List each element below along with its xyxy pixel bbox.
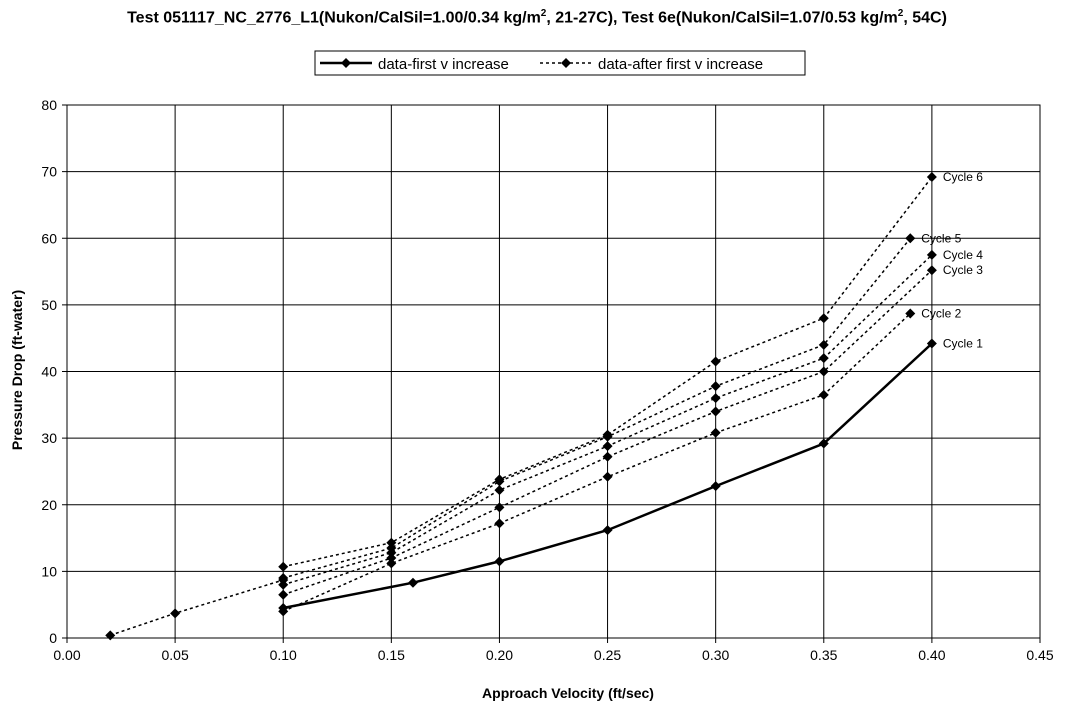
legend-label-first-v: data-first v increase — [378, 56, 509, 73]
cycle-label: Cycle 5 — [921, 231, 961, 245]
x-tick-label: 0.05 — [161, 647, 188, 663]
data-point — [818, 438, 829, 449]
y-tick-label: 70 — [41, 164, 57, 180]
data-point — [926, 249, 937, 260]
x-tick-label: 0.25 — [594, 647, 621, 663]
data-point — [494, 556, 505, 567]
data-point — [905, 308, 916, 319]
x-tick-label: 0.45 — [1026, 647, 1053, 663]
legend: data-first v increase data-after first v… — [314, 50, 806, 76]
data-point — [386, 553, 397, 564]
series-first-v-increase — [278, 338, 937, 614]
y-tick-label: 30 — [41, 430, 57, 446]
data-point — [710, 356, 721, 367]
y-tick-label: 20 — [41, 497, 57, 513]
data-point — [926, 338, 937, 349]
data-point — [818, 389, 829, 400]
x-tick-label: 0.10 — [270, 647, 297, 663]
x-tick-label: 0.20 — [486, 647, 513, 663]
data-point — [494, 474, 505, 485]
x-tick-label: 0.15 — [378, 647, 405, 663]
chart-title: Test 051117_NC_2776_L1(Nukon/CalSil=1.00… — [0, 8, 1074, 27]
data-point — [407, 577, 418, 588]
legend-marker-first-v — [341, 58, 351, 68]
data-point — [905, 233, 916, 244]
x-tick-label: 0.35 — [810, 647, 837, 663]
title-text-2: , 21-27C), Test 6e(Nukon/CalSil=1.07/0.5… — [546, 9, 898, 27]
data-point — [710, 406, 721, 417]
data-point — [494, 502, 505, 513]
series-line-after-first-v — [282, 312, 911, 613]
x-axis-label: Approach Velocity (ft/sec) — [482, 685, 654, 701]
y-tick-label: 0 — [49, 630, 57, 646]
series-layer — [105, 171, 937, 641]
series-line-after-first-v — [283, 237, 911, 579]
data-point — [926, 171, 937, 182]
y-tick-label: 60 — [41, 230, 57, 246]
data-point — [710, 393, 721, 404]
title-text-1: Test 051117_NC_2776_L1(Nukon/CalSil=1.00… — [127, 9, 541, 27]
data-point — [278, 561, 289, 572]
y-tick-label: 10 — [41, 563, 57, 579]
legend-marker-after-first-v — [561, 58, 571, 68]
data-point — [818, 353, 829, 364]
series-after-first-v-cycle-4 — [278, 233, 916, 584]
y-tick-label: 50 — [41, 297, 57, 313]
data-point — [710, 481, 721, 492]
grid — [67, 105, 1040, 638]
series-after-first-v-cycle-1 — [278, 308, 916, 617]
data-point — [170, 608, 181, 619]
data-point — [494, 518, 505, 529]
title-text-3: , 54C) — [903, 9, 947, 27]
x-tick-label: 0.40 — [918, 647, 945, 663]
data-point — [386, 543, 397, 554]
data-point — [818, 366, 829, 377]
title-superscript-2: 2 — [897, 8, 904, 19]
series-after-first-v-cycle-6 — [105, 575, 289, 641]
y-axis-label: Pressure Drop (ft-water) — [9, 290, 25, 450]
data-point — [818, 313, 829, 324]
data-point — [278, 589, 289, 600]
data-point — [926, 265, 937, 276]
series-after-first-v-cycle-2 — [278, 265, 937, 600]
data-point — [602, 451, 613, 462]
data-point — [710, 381, 721, 392]
data-point — [602, 441, 613, 452]
data-point — [278, 606, 289, 617]
title-superscript-1: 2 — [540, 8, 547, 19]
data-point — [386, 558, 397, 569]
y-tick-label: 80 — [41, 97, 57, 113]
cycle-label: Cycle 2 — [921, 307, 961, 321]
x-tick-label: 0.30 — [702, 647, 729, 663]
legend-label-after-first-v: data-after first v increase — [598, 56, 763, 73]
data-point — [105, 630, 116, 641]
x-tick-label: 0.00 — [53, 647, 80, 663]
cycle-label: Cycle 6 — [943, 170, 983, 184]
data-point — [602, 429, 613, 440]
data-point — [602, 525, 613, 536]
cycle-label: Cycle 4 — [943, 248, 983, 262]
data-point — [818, 339, 829, 350]
series-line-after-first-v — [109, 579, 284, 637]
x-axis: 0.00 0.05 0.10 0.15 0.20 0.25 0.30 0.35 0.40 0.45 — [53, 638, 1054, 663]
data-point — [710, 427, 721, 438]
series-after-first-v-cycle-3 — [278, 249, 937, 590]
cycle-label: Cycle 1 — [943, 337, 983, 351]
cycle-label: Cycle 3 — [943, 263, 983, 277]
series-after-first-v-cycle-5 — [278, 171, 937, 572]
data-point — [494, 485, 505, 496]
data-point — [386, 537, 397, 548]
y-axis: 0 10 20 30 40 50 60 70 80 — [41, 97, 67, 646]
y-tick-label: 40 — [41, 364, 57, 380]
data-point — [278, 575, 289, 586]
data-point — [602, 471, 613, 482]
